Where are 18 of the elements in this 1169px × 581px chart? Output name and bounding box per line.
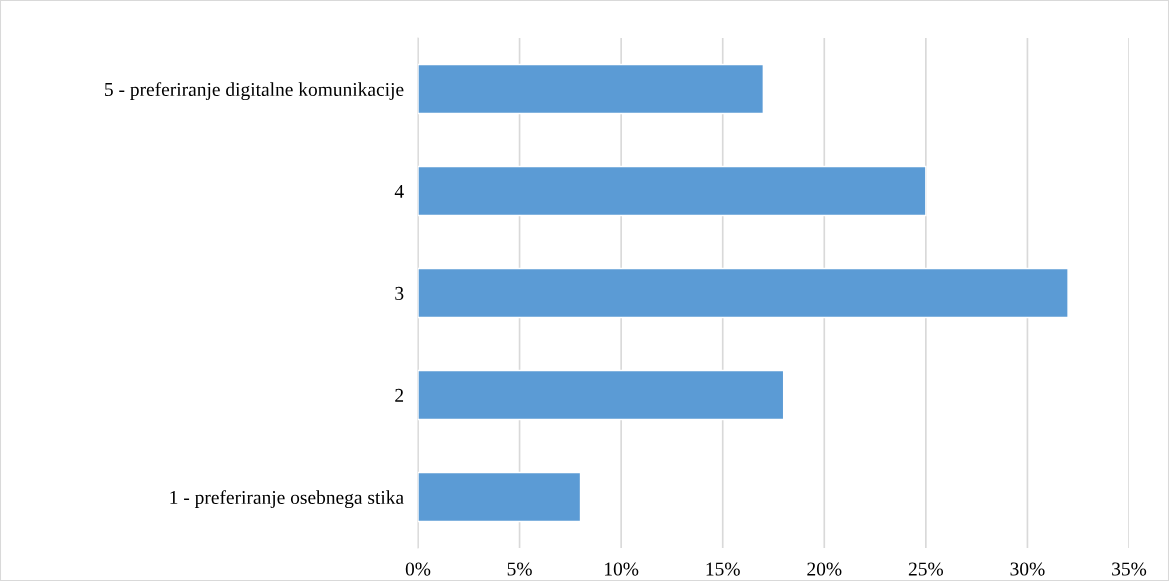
y-tick-label: 4: [394, 184, 404, 198]
y-tick-label: 1 - preferiranje osebnega stika: [170, 490, 404, 509]
bar: [418, 369, 785, 421]
x-tick-label: 10%: [605, 562, 639, 576]
bar: [418, 471, 582, 523]
bar: [418, 165, 927, 217]
bar: [418, 267, 1069, 319]
x-tick-label: 0%: [405, 562, 431, 576]
x-tick-label: 15%: [706, 562, 740, 576]
x-tick-label: 20%: [807, 562, 842, 576]
y-tick-label: 2: [395, 388, 404, 402]
x-tick-label: 30%: [1010, 562, 1045, 576]
y-tick-label: 5 - preferiranje digitalne komunikacije: [105, 82, 404, 101]
x-tick-label: 25%: [908, 562, 944, 576]
y-tick-label: 3: [395, 286, 404, 300]
x-tick-label: 35%: [1112, 562, 1147, 576]
bar: [418, 63, 765, 115]
x-tick-label: 5%: [507, 562, 532, 576]
